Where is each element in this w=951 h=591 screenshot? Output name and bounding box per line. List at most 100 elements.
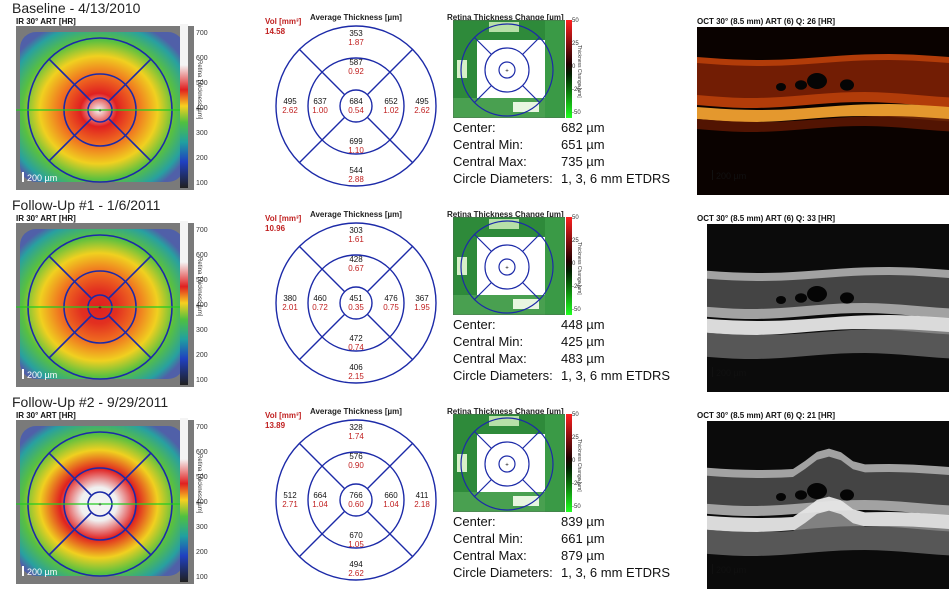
change-colorbar	[566, 217, 572, 315]
outer-temporal-volume: 2.71	[282, 500, 298, 509]
statistic-value: 1, 3, 6 mm ETDRS	[561, 171, 671, 186]
colorbar-tick: 50	[572, 18, 579, 24]
change-map-patches	[453, 414, 565, 512]
thickness-colorbar	[180, 24, 188, 188]
colorbar-tick: -25	[572, 481, 581, 487]
inner-superior-thickness: 428	[349, 255, 363, 264]
statistic-label: Center:	[453, 514, 496, 529]
cyst-cavity	[840, 79, 854, 91]
colorbar-tick: 500	[196, 277, 208, 284]
thickness-change-title: Retina Thickness Change [µm]	[447, 13, 564, 22]
statistic-value: 651 µm	[561, 137, 605, 152]
statistic-label: Central Min:	[453, 334, 524, 349]
statistic-value: 1, 3, 6 mm ETDRS	[561, 565, 671, 580]
thickness-map-image: +	[16, 26, 194, 190]
colorbar-tick: 500	[196, 80, 208, 87]
visit-title: Follow-Up #2 - 9/29/2011	[12, 394, 169, 410]
outer-inferior-thickness: 494	[349, 560, 363, 569]
oct-scan-title: OCT 30° (8.5 mm) ART (6) Q: 26 [HR]	[697, 17, 836, 26]
etdrs-thickness-grid: 353 1.87 587 0.92 495 2.62 637 1.00 684 …	[275, 25, 437, 187]
inner-inferior-volume: 1.10	[348, 146, 364, 155]
cyst-cavity	[795, 490, 807, 500]
statistic-value: 682 µm	[561, 120, 605, 135]
thickness-change-map: +	[453, 20, 565, 118]
inner-inferior-volume: 1.05	[348, 540, 364, 549]
colorbar-tick: 600	[196, 55, 208, 62]
inner-nasal-thickness: 476	[384, 294, 398, 303]
outer-inferior-volume: 2.62	[348, 569, 364, 578]
ir-scale-bar: 200 µm	[8, 172, 57, 183]
colorbar-tick: 0	[572, 458, 576, 464]
statistic-label: Central Min:	[453, 531, 524, 546]
outer-temporal-thickness: 512	[283, 491, 297, 500]
outer-nasal-volume: 2.62	[414, 106, 430, 115]
outer-superior-volume: 1.74	[348, 432, 364, 441]
svg-text:+: +	[505, 463, 509, 469]
statistic-label: Circle Diameters:	[453, 565, 553, 580]
retina-layer	[697, 510, 949, 556]
inner-superior-volume: 0.92	[348, 67, 364, 76]
colorbar-tick: 200	[196, 352, 208, 359]
inner-inferior-thickness: 472	[349, 334, 363, 343]
statistic-label: Central Max:	[453, 351, 527, 366]
statistic-label: Central Min:	[453, 137, 524, 152]
inner-nasal-volume: 1.02	[383, 106, 399, 115]
inner-inferior-thickness: 670	[349, 531, 363, 540]
statistic-label: Circle Diameters:	[453, 368, 553, 383]
outer-inferior-volume: 2.15	[348, 372, 364, 381]
change-colorbar-axis-label: Thickness Change [µm]	[576, 242, 582, 295]
inner-nasal-volume: 0.75	[383, 303, 399, 312]
center-volume: 0.54	[348, 106, 364, 115]
thickness-change-title: Retina Thickness Change [µm]	[447, 407, 564, 416]
svg-text:+: +	[98, 109, 102, 115]
colorbar-tick: 25	[572, 435, 579, 441]
inner-nasal-thickness: 660	[384, 491, 398, 500]
thickness-colorbar-axis-label: Retina Thickness [µm]	[196, 60, 202, 120]
inner-temporal-thickness: 664	[313, 491, 327, 500]
retina-layer	[697, 315, 949, 335]
inner-superior-volume: 0.90	[348, 461, 364, 470]
ir-scale-bar: 200 µm	[8, 369, 57, 380]
oct-scan-title: OCT 30° (8.5 mm) ART (6) Q: 21 [HR]	[697, 411, 836, 420]
change-colorbar-axis-label: Thickness Change [µm]	[576, 45, 582, 98]
statistic-label: Circle Diameters:	[453, 171, 553, 186]
thickness-colorbar-axis-label: Retina Thickness [µm]	[196, 454, 202, 514]
outer-inferior-thickness: 544	[349, 166, 363, 175]
svg-text:+: +	[98, 306, 102, 312]
statistic-value: 661 µm	[561, 531, 605, 546]
outer-nasal-volume: 1.95	[414, 303, 430, 312]
thickness-change-map: +	[453, 217, 565, 315]
outer-inferior-volume: 2.88	[348, 175, 364, 184]
statistic-value: 879 µm	[561, 548, 605, 563]
thickness-change-title: Retina Thickness Change [µm]	[447, 210, 564, 219]
inner-superior-thickness: 576	[349, 452, 363, 461]
thickness-overlay	[20, 426, 184, 576]
colorbar-tick: 500	[196, 474, 208, 481]
oct-bscan-image	[697, 421, 949, 589]
statistic-value: 425 µm	[561, 334, 605, 349]
statistic-label: Central Max:	[453, 154, 527, 169]
oct-scale-bar: 200 µm	[712, 367, 746, 378]
oct-bscan-image	[697, 224, 949, 392]
statistic-value: 448 µm	[561, 317, 605, 332]
cyst-cavity	[795, 80, 807, 90]
outer-nasal-thickness: 411	[416, 491, 429, 500]
svg-text:+: +	[505, 69, 509, 75]
oct-scale-bar: 200 µm	[712, 564, 746, 575]
outer-temporal-thickness: 380	[283, 294, 297, 303]
visit-title: Follow-Up #1 - 1/6/2011	[12, 197, 161, 213]
inner-temporal-volume: 1.04	[312, 500, 328, 509]
inner-superior-volume: 0.67	[348, 264, 364, 273]
colorbar-tick: 50	[572, 215, 579, 221]
colorbar-tick: 25	[572, 41, 579, 47]
outer-superior-volume: 1.87	[348, 38, 364, 47]
colorbar-tick: 700	[196, 424, 208, 431]
colorbar-tick: 300	[196, 130, 208, 137]
retina-layer	[697, 456, 949, 506]
average-thickness-title: Average Thickness [µm]	[310, 210, 402, 219]
colorbar-tick: 100	[196, 180, 208, 187]
colorbar-tick: 50	[572, 412, 579, 418]
cyst-cavity	[807, 483, 827, 499]
retina-layer	[697, 104, 949, 122]
thickness-overlay	[20, 229, 184, 379]
